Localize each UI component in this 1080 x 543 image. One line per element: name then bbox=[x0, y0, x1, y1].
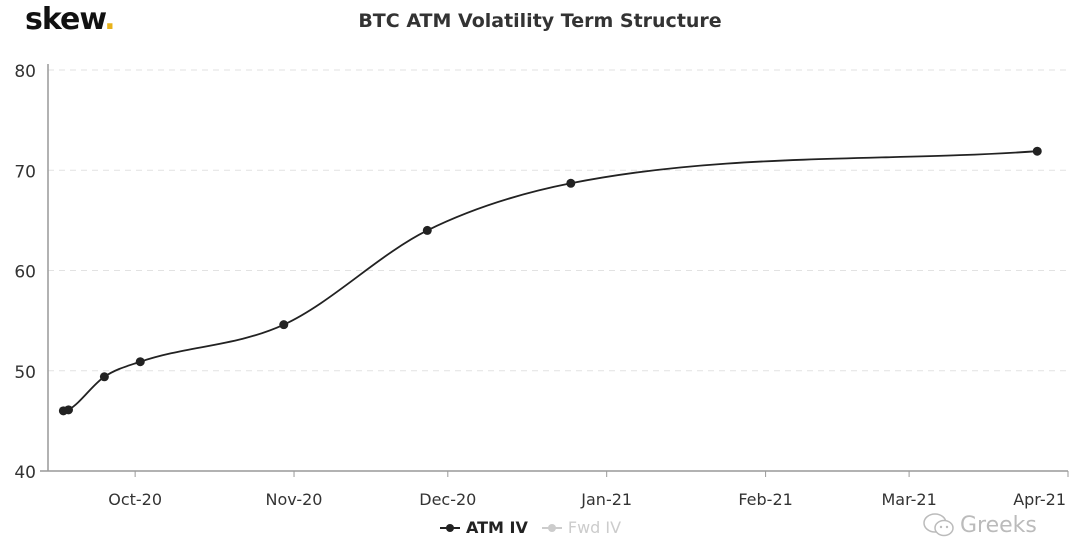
data-point bbox=[99, 372, 109, 382]
legend: ATM IV Fwd IV bbox=[440, 518, 621, 537]
data-point bbox=[566, 178, 576, 188]
x-tick-label: Nov-20 bbox=[266, 490, 323, 509]
data-point bbox=[64, 405, 74, 415]
y-tick-label: 50 bbox=[14, 363, 36, 383]
data-point bbox=[135, 357, 145, 367]
legend-label: Fwd IV bbox=[567, 518, 622, 537]
watermark-text: Greeks bbox=[960, 512, 1037, 538]
x-tick-label: Feb-21 bbox=[738, 490, 792, 509]
x-tick-label: Mar-21 bbox=[881, 490, 936, 509]
watermark: Greeks bbox=[922, 512, 1037, 538]
y-tick-label: 40 bbox=[14, 463, 36, 483]
legend-item-atm-iv[interactable]: ATM IV bbox=[440, 518, 528, 537]
x-tick-label: Apr-21 bbox=[1013, 490, 1066, 509]
series-line-atm-iv bbox=[63, 150, 1038, 412]
y-tick-label: 80 bbox=[14, 62, 36, 82]
data-point bbox=[1032, 146, 1042, 156]
y-tick-label: 70 bbox=[14, 162, 36, 182]
x-tick-label: Dec-20 bbox=[419, 490, 476, 509]
x-tick-label: Jan-21 bbox=[580, 490, 632, 509]
legend-marker-icon bbox=[440, 523, 460, 532]
legend-label: ATM IV bbox=[466, 518, 528, 537]
skew-logo: skew. bbox=[25, 2, 116, 37]
y-tick-label: 60 bbox=[14, 263, 36, 283]
data-point bbox=[279, 320, 289, 330]
chart-title: BTC ATM Volatility Term Structure bbox=[358, 10, 722, 32]
data-point bbox=[422, 225, 432, 235]
legend-marker-icon bbox=[541, 523, 562, 532]
x-tick-label: Oct-20 bbox=[108, 490, 162, 509]
logo-dot: . bbox=[104, 2, 115, 37]
legend-item-fwd-iv[interactable]: Fwd IV bbox=[541, 518, 622, 537]
wechat-icon bbox=[923, 513, 954, 537]
logo-text: skew bbox=[25, 2, 105, 37]
